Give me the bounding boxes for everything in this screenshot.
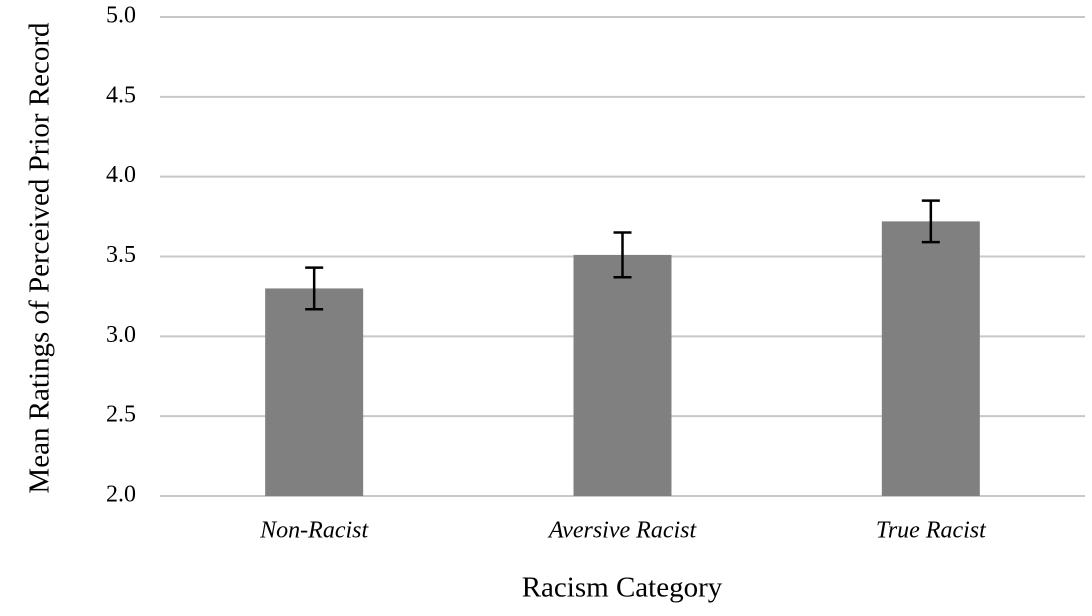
y-tick-label: 2.0 [106,482,136,508]
bar [881,221,980,496]
error-bar [613,231,632,279]
y-tick-label: 4.5 [106,82,136,108]
y-tick-label: 5.0 [106,3,136,29]
y-tick-label: 2.5 [106,402,136,428]
x-tick-label: True Racist [876,518,987,544]
error-bar [305,266,324,311]
bar [573,254,672,496]
bar [265,288,364,496]
y-tick-label: 3.0 [106,322,136,348]
error-bar [921,199,940,244]
x-axis-title: Racism Category [522,572,723,604]
x-tick-label: Aversive Racist [547,518,698,544]
x-tick-label: Non-Racist [259,518,369,544]
y-axis-title: Mean Ratings of Perceived Prior Record [24,22,56,494]
y-tick-label: 3.5 [106,242,136,268]
y-tick-label: 4.0 [106,162,136,188]
